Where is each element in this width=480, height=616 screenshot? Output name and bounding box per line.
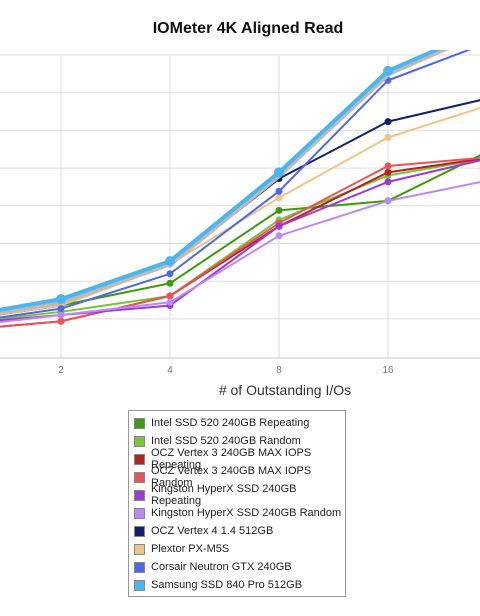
series-line xyxy=(0,156,480,328)
legend-label: OCZ Vertex 3 240GB MAX IOPS Repeating xyxy=(151,447,312,471)
series-line xyxy=(0,181,480,324)
data-point xyxy=(275,187,283,195)
data-point xyxy=(165,256,175,267)
series-shadow xyxy=(0,50,449,315)
data-point xyxy=(275,222,283,230)
data-point xyxy=(275,206,283,214)
series-line xyxy=(0,50,441,312)
legend-swatch xyxy=(134,453,145,465)
legend-label: Kingston HyperX SSD 240GB Random xyxy=(151,507,342,519)
series-7 xyxy=(0,106,480,316)
data-point xyxy=(166,270,174,278)
legend-item: Intel SSD 520 240GB Repeating xyxy=(129,414,345,432)
legend-swatch xyxy=(134,525,145,537)
data-point xyxy=(166,298,174,306)
data-point xyxy=(57,305,65,313)
legend-item: OCZ Vertex 4 1.4 512GB xyxy=(129,522,345,540)
legend-item: OCZ Vertex 3 240GB MAX IOPS Repeating xyxy=(129,447,345,471)
data-point xyxy=(56,294,66,305)
data-point xyxy=(384,178,392,186)
x-tick-labels: 2 4 8 16 xyxy=(58,365,394,376)
legend-swatch xyxy=(134,507,145,519)
gridlines xyxy=(0,54,480,359)
series-5 xyxy=(0,181,480,324)
legend-swatch xyxy=(134,417,145,429)
legend-item: Samsung SSD 840 Pro 512GB xyxy=(129,576,345,594)
legend-item: Corsair Neutron GTX 240GB xyxy=(129,558,345,576)
series-8 xyxy=(0,50,472,319)
legend-label: Corsair Neutron GTX 240GB xyxy=(151,561,292,573)
data-point xyxy=(57,311,65,319)
data-point xyxy=(275,194,283,202)
legend-swatch xyxy=(134,561,145,573)
data-point xyxy=(274,167,284,178)
legend-swatch xyxy=(134,543,145,555)
legend-label: Kingston HyperX SSD 240GB Repeating xyxy=(151,483,297,507)
legend-swatch xyxy=(134,579,145,591)
legend-label: OCZ Vertex 3 240GB MAX IOPS Random xyxy=(151,465,312,489)
x-tick-label: 4 xyxy=(167,365,173,376)
data-point xyxy=(384,162,392,170)
legend-label: Plextor PX-M5S xyxy=(151,543,230,555)
legend-label: Intel SSD 520 240GB Repeating xyxy=(151,417,310,429)
legend-label: Intel SSD 520 240GB Random xyxy=(151,435,301,447)
legend-item: Intel SSD 520 240GB Random xyxy=(129,432,345,450)
legend-swatch xyxy=(134,435,145,447)
legend-item: Kingston HyperX SSD 240GB Random xyxy=(129,504,345,522)
x-tick-label: 8 xyxy=(276,365,282,376)
data-point xyxy=(166,292,174,300)
data-point xyxy=(384,168,392,176)
series-9 xyxy=(0,50,449,315)
x-axis-label: # of Outstanding I/Os xyxy=(218,382,352,398)
legend-label: Samsung SSD 840 Pro 512GB xyxy=(151,579,303,591)
data-point xyxy=(384,118,392,126)
data-point xyxy=(383,65,393,76)
data-point xyxy=(384,197,392,205)
chart-title: IOMeter 4K Aligned Read xyxy=(152,20,344,37)
series-line xyxy=(0,158,480,320)
x-tick-label: 2 xyxy=(58,365,64,376)
series-3 xyxy=(0,156,480,328)
legend-item: Plextor PX-M5S xyxy=(129,540,345,558)
legend-swatch xyxy=(134,489,145,501)
data-point xyxy=(57,317,65,325)
data-point xyxy=(166,279,174,287)
series-lines xyxy=(0,50,480,328)
legend-swatch xyxy=(134,471,145,483)
series-line xyxy=(0,50,472,319)
data-point xyxy=(275,232,283,240)
legend-label: OCZ Vertex 4 1.4 512GB xyxy=(151,525,274,537)
legend-item: Kingston HyperX SSD 240GB Repeating xyxy=(129,483,345,507)
legend: Intel SSD 520 240GB Repeating Intel SSD 5… xyxy=(128,410,346,597)
series-line xyxy=(0,106,480,316)
data-point xyxy=(384,133,392,141)
x-tick-label: 16 xyxy=(382,365,394,376)
legend-item: OCZ Vertex 3 240GB MAX IOPS Random xyxy=(129,465,345,489)
